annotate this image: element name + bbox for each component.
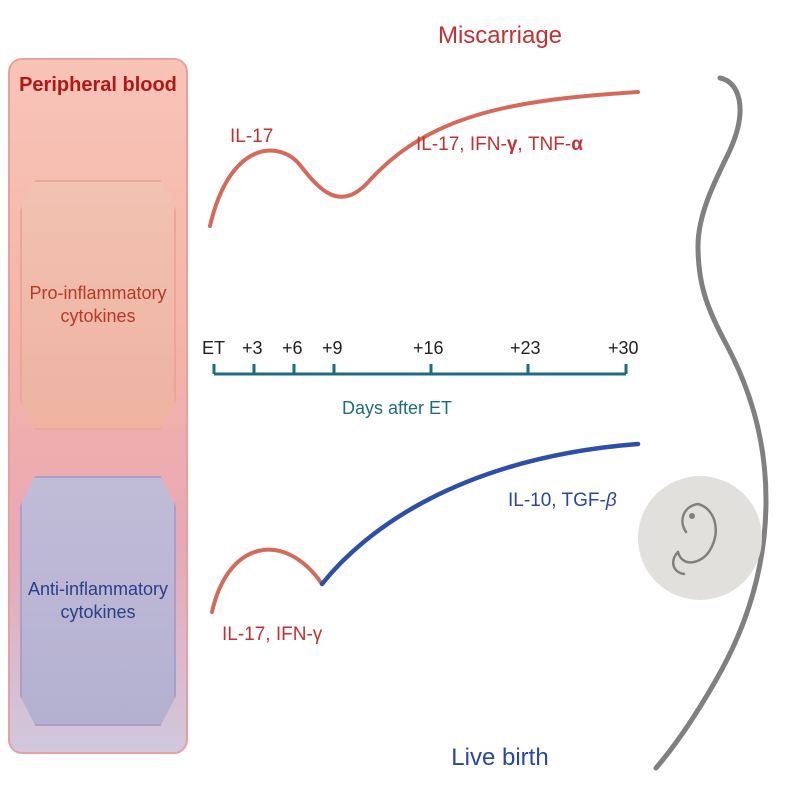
- anti-box-label: Anti-inflammatory cytokines: [22, 578, 174, 625]
- tick-label: +9: [322, 338, 343, 359]
- anti-inflammatory-box: Anti-inflammatory cytokines: [20, 476, 176, 726]
- axis-label: Days after ET: [342, 398, 452, 419]
- label-il10-tgfb: IL-10, TGF-β: [508, 490, 617, 512]
- tick-label: +16: [413, 338, 444, 359]
- tick-label: ET: [202, 338, 225, 359]
- miscarriage-curve: [210, 92, 638, 226]
- pro-inflammatory-box: Pro-inflammatory cytokines: [20, 180, 176, 430]
- belly-circle: [638, 476, 762, 600]
- label-il17-ifng-tnfa: IL-17, IFN-γ, TNF-α IL-17, IFN-γ, TNF-α: [416, 134, 583, 156]
- label-il17-ifng-bottom: IL-17, IFN-γ: [222, 624, 322, 646]
- livebirth-curve-blue: [322, 444, 638, 584]
- tick-label: +3: [242, 338, 263, 359]
- livebirth-curve-red: [212, 550, 322, 612]
- tick-label: +6: [282, 338, 303, 359]
- silhouette-icon: [656, 78, 766, 768]
- peripheral-blood-panel: Peripheral blood Pro-inflammatory cytoki…: [8, 58, 188, 754]
- tick-label: +23: [510, 338, 541, 359]
- chart-area: Miscarriage Live birth Days after ET ET+…: [200, 0, 800, 800]
- pro-box-label: Pro-inflammatory cytokines: [22, 282, 174, 329]
- panel-title: Peripheral blood: [10, 74, 186, 97]
- tick-label: +30: [608, 338, 639, 359]
- chart-svg: [200, 0, 800, 800]
- label-il17-top: IL-17: [230, 126, 273, 148]
